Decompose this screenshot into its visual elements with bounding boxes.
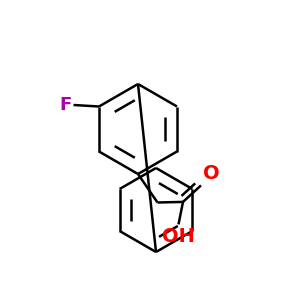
Text: OH: OH (162, 227, 195, 246)
Text: F: F (59, 96, 71, 114)
Text: O: O (203, 164, 220, 183)
